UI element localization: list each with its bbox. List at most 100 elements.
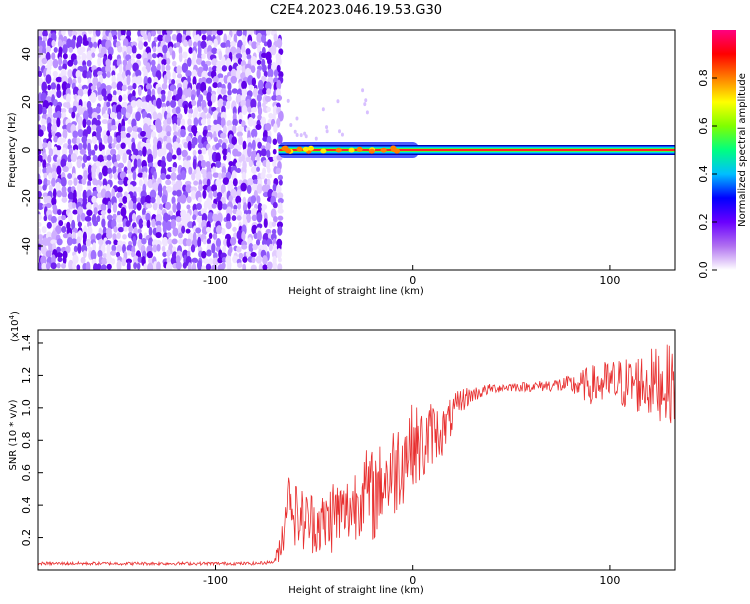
- heatmap-cell: [202, 238, 207, 245]
- heatmap-cell: [48, 148, 54, 157]
- heatmap-cell: [145, 203, 153, 209]
- heatmap-cell: [256, 94, 262, 102]
- heatmap-cell: [91, 52, 96, 58]
- heatmap-cell: [61, 107, 67, 114]
- heatmap-cell: [88, 41, 93, 49]
- heatmap-cell: [38, 214, 42, 221]
- heatmap-cell: [196, 260, 202, 270]
- heatmap-cell: [157, 46, 163, 55]
- heatmap-cell: [251, 174, 258, 181]
- figure-title: C2E4.2023.046.19.53.G30: [270, 3, 442, 18]
- heatmap-cell: [41, 262, 47, 270]
- heatmap-cell: [117, 186, 123, 193]
- heatmap-cell: [130, 251, 136, 258]
- heatmap-cell: [77, 30, 83, 36]
- heatmap-cell: [187, 262, 192, 270]
- heatmap-cell: [61, 262, 67, 269]
- heatmap-cell: [58, 65, 63, 71]
- heatmap-cell: [266, 88, 272, 95]
- heatmap-cell: [242, 51, 247, 61]
- heatmap-cell: [217, 82, 223, 90]
- heatmap-cell: [78, 142, 83, 151]
- heatmap-cell: [242, 140, 247, 151]
- heatmap-cell: [186, 250, 191, 258]
- heatmap-cell: [164, 33, 172, 44]
- heatmap-cell: [182, 79, 189, 91]
- heatmap-cell: [166, 232, 172, 238]
- heatmap-cell: [72, 86, 80, 97]
- heatmap-cell: [220, 42, 227, 48]
- heatmap-cell: [161, 93, 166, 103]
- snr-y-axis-label: SNR (10 * v/v): [8, 399, 19, 470]
- heatmap-cell: [149, 189, 157, 200]
- heatmap-cell: [151, 30, 157, 37]
- heatmap-cell: [191, 56, 196, 67]
- heatmap-cell: [201, 250, 207, 259]
- heatmap-cell: [82, 250, 87, 259]
- heatmap-cell: [203, 63, 209, 72]
- heatmap-cell: [257, 202, 263, 212]
- heatmap-cell: [216, 30, 223, 36]
- heatmap-cell: [107, 208, 112, 214]
- heatmap-cell: [266, 106, 271, 113]
- heatmap-cell: [251, 41, 258, 50]
- heatmap-cell: [56, 262, 61, 269]
- heatmap-cell: [266, 58, 272, 65]
- heatmap-cell: [138, 232, 143, 241]
- heatmap-cell: [137, 228, 142, 234]
- heatmap-cell: [53, 135, 58, 143]
- heatmap-cell: [120, 142, 126, 150]
- colorbar-tick-label: 0.2: [697, 213, 710, 231]
- heatmap-cell: [116, 154, 121, 162]
- heatmap-cell: [143, 263, 148, 270]
- heatmap-cell: [42, 30, 49, 37]
- heatmap-cell: [230, 236, 237, 246]
- heatmap-cell: [55, 225, 62, 235]
- heatmap-cell: [117, 45, 123, 53]
- heatmap-cell: [102, 197, 108, 206]
- heatmap-cell: [131, 186, 139, 194]
- heatmap-cell: [235, 161, 242, 168]
- heatmap-cell: [112, 35, 117, 41]
- heatmap-cell: [111, 142, 116, 149]
- heatmap-cell: [176, 73, 183, 79]
- heatmap-cell: [38, 234, 44, 241]
- heatmap-cell: [116, 135, 122, 143]
- heatmap-cell: [263, 70, 268, 78]
- heatmap-cell: [42, 36, 48, 42]
- heatmap-cell: [233, 204, 238, 211]
- heatmap-cell: [258, 51, 263, 61]
- heatmap-cell: [212, 190, 218, 198]
- heatmap-cell: [42, 152, 47, 162]
- heatmap-cell: [90, 47, 96, 53]
- heatmap-cell: [81, 178, 87, 186]
- heatmap-cell: [102, 113, 109, 119]
- heatmap-cell: [277, 197, 284, 204]
- heatmap-cell: [215, 160, 222, 168]
- heatmap-cell: [147, 153, 154, 165]
- heatmap-cell: [86, 70, 92, 80]
- signal-blob: [320, 148, 327, 154]
- heatmap-signal-line: [278, 142, 675, 158]
- heatmap-cell: [176, 202, 181, 212]
- heatmap-cell: [91, 124, 97, 131]
- y-tick-label: 0.6: [20, 464, 33, 482]
- heatmap-cell: [260, 148, 267, 157]
- heatmap-cell: [152, 99, 157, 107]
- heatmap-cell: [275, 56, 282, 67]
- heatmap-cell: [83, 169, 88, 181]
- heatmap-cell: [361, 88, 365, 93]
- heatmap-cell: [175, 41, 181, 48]
- heatmap-cell: [222, 148, 229, 156]
- heatmap-cell: [273, 33, 278, 42]
- heatmap-cell: [176, 65, 182, 75]
- heatmap-cell: [266, 173, 273, 179]
- heatmap-cell: [53, 47, 58, 53]
- heatmap-cell: [73, 177, 78, 186]
- heatmap-cell: [62, 35, 68, 43]
- heatmap-cell: [166, 50, 170, 61]
- heatmap-cell: [112, 90, 117, 96]
- heatmap-y-ticks: -40 -20 0 20 40: [20, 47, 43, 255]
- heatmap-cell: [97, 52, 104, 58]
- heatmap-cell: [191, 100, 197, 107]
